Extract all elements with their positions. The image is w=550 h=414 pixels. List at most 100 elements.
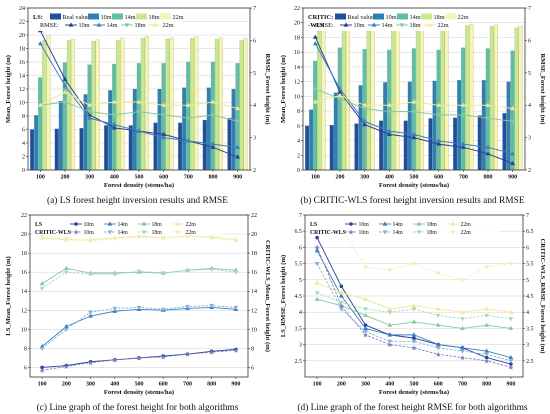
bar-10m (206, 87, 211, 171)
cw-point-14m (233, 305, 239, 311)
x-tick-label: 500 (135, 382, 144, 388)
bar-18m (415, 25, 420, 171)
y2-tick-label: 2 (253, 168, 256, 174)
legend-label: 18m (152, 222, 163, 228)
rmse-point-18m (111, 113, 117, 118)
rmse-point-10m (161, 131, 167, 136)
legend-label: 10m (359, 222, 370, 228)
chart-svg: 2.5 3 3.5 4 4.5 5 5.5 6 6.5 7 2.5 3 3.5 4 4.5 5 5.5 6 6.5 7… (280, 213, 546, 413)
y-tick-label: 3 (299, 343, 302, 349)
cw-point-22m (484, 265, 490, 270)
bar-14m (235, 63, 240, 171)
rmse-point-18m (136, 110, 142, 115)
y2-tick-label: 5.5 (526, 262, 534, 268)
rmse-point-14m (485, 144, 491, 149)
y2-axis-label: CRITIC-WLS_Mean_Forest height (m) (264, 240, 271, 352)
bar-real-value (178, 122, 183, 171)
x-tick-label: 700 (183, 382, 192, 388)
x-tick-label: 400 (110, 175, 119, 181)
bar-22m (169, 37, 174, 171)
rmse-point-22m (62, 89, 68, 94)
plot-frame (304, 214, 524, 378)
rmse-point-14m (362, 118, 368, 123)
y2-tick-label: 7 (526, 213, 529, 219)
ls-point-14m (338, 293, 344, 298)
legend-swatch (88, 13, 99, 20)
x-tick-label: 300 (85, 175, 94, 181)
rmse-point-18m (161, 113, 167, 118)
cw-point-18m (160, 271, 166, 276)
ls-point-22m (387, 306, 393, 311)
bar-22m (243, 38, 248, 171)
legend-label: 18m (152, 230, 163, 236)
y-tick-label: 2 (22, 155, 25, 161)
cw-line-14m (41, 305, 236, 349)
legend-label: 22m (186, 230, 197, 236)
legend-label: 18m (149, 14, 160, 21)
y-tick-label: 14 (21, 289, 27, 295)
x-tick-label: 200 (337, 382, 346, 388)
cw-point-22m (88, 239, 93, 244)
rmse-point-14m (235, 144, 241, 149)
rmse-point-18m (235, 119, 241, 124)
rmse-point-10m (337, 89, 343, 94)
ls-point-18m (411, 319, 417, 324)
cw-point-10m (411, 345, 417, 351)
ls-point-14m (387, 332, 393, 337)
bar-real-value (153, 122, 158, 171)
y2-tick-label: 14 (251, 289, 257, 295)
bar-real-value (329, 124, 334, 171)
y-tick-label: 6 (299, 245, 302, 251)
y-tick-label: 6.5 (295, 229, 303, 235)
legend-label: 18m (135, 22, 146, 29)
y2-tick-label: 10 (251, 327, 257, 333)
rmse-point-22m (210, 99, 216, 104)
rmse-point-10m (362, 122, 368, 127)
legend-marker (175, 221, 181, 226)
bar-10m (83, 94, 88, 171)
x-tick-label: 700 (184, 175, 193, 181)
rmse-point-10m (510, 160, 516, 166)
rmse-point-18m (460, 113, 466, 118)
bar-22m (321, 23, 326, 171)
legend-label: 14m (118, 222, 129, 228)
bar-18m (140, 38, 145, 171)
bar-real-value (403, 120, 408, 171)
rmse-point-18m (510, 119, 516, 124)
y2-tick-label: 18 (251, 251, 257, 257)
legend-marker (427, 22, 433, 27)
legend-label: 18m (434, 14, 445, 21)
cw-point-14m (508, 359, 514, 364)
ls-point-10m (412, 336, 416, 340)
ls-point-14m (411, 332, 417, 337)
legend-label: 10m (84, 222, 95, 228)
y-tick-label: 20 (21, 232, 27, 238)
y2-tick-label: 4 (528, 103, 531, 109)
rmse-point-22m (37, 102, 43, 107)
bar-real-value (128, 125, 133, 171)
plot-frame (29, 214, 249, 378)
x-tick-label: 600 (159, 382, 168, 388)
rmse-point-14m (37, 41, 43, 46)
rmse-point-22m (136, 99, 142, 104)
cw-point-22m (160, 236, 166, 241)
y-tick-label: 12 (21, 308, 27, 314)
y-tick-label: 12 (294, 80, 300, 86)
bar-22m (518, 25, 523, 171)
y-tick-label: 6 (297, 124, 300, 130)
bar-10m (309, 109, 314, 171)
y2-tick-label: 2.5 (526, 359, 534, 365)
legend-label: 10m (386, 14, 397, 21)
rmse-point-14m (87, 115, 93, 120)
bar-18m (91, 40, 96, 171)
cw-point-14m (387, 339, 393, 344)
cw-point-10m (160, 354, 166, 360)
cw-line-10m (316, 247, 512, 368)
cw-point-10m (112, 357, 118, 363)
bar-10m (34, 115, 39, 171)
ls-line-10m (316, 237, 512, 365)
cw-point-10m (184, 351, 191, 357)
bar-10m (481, 80, 486, 171)
